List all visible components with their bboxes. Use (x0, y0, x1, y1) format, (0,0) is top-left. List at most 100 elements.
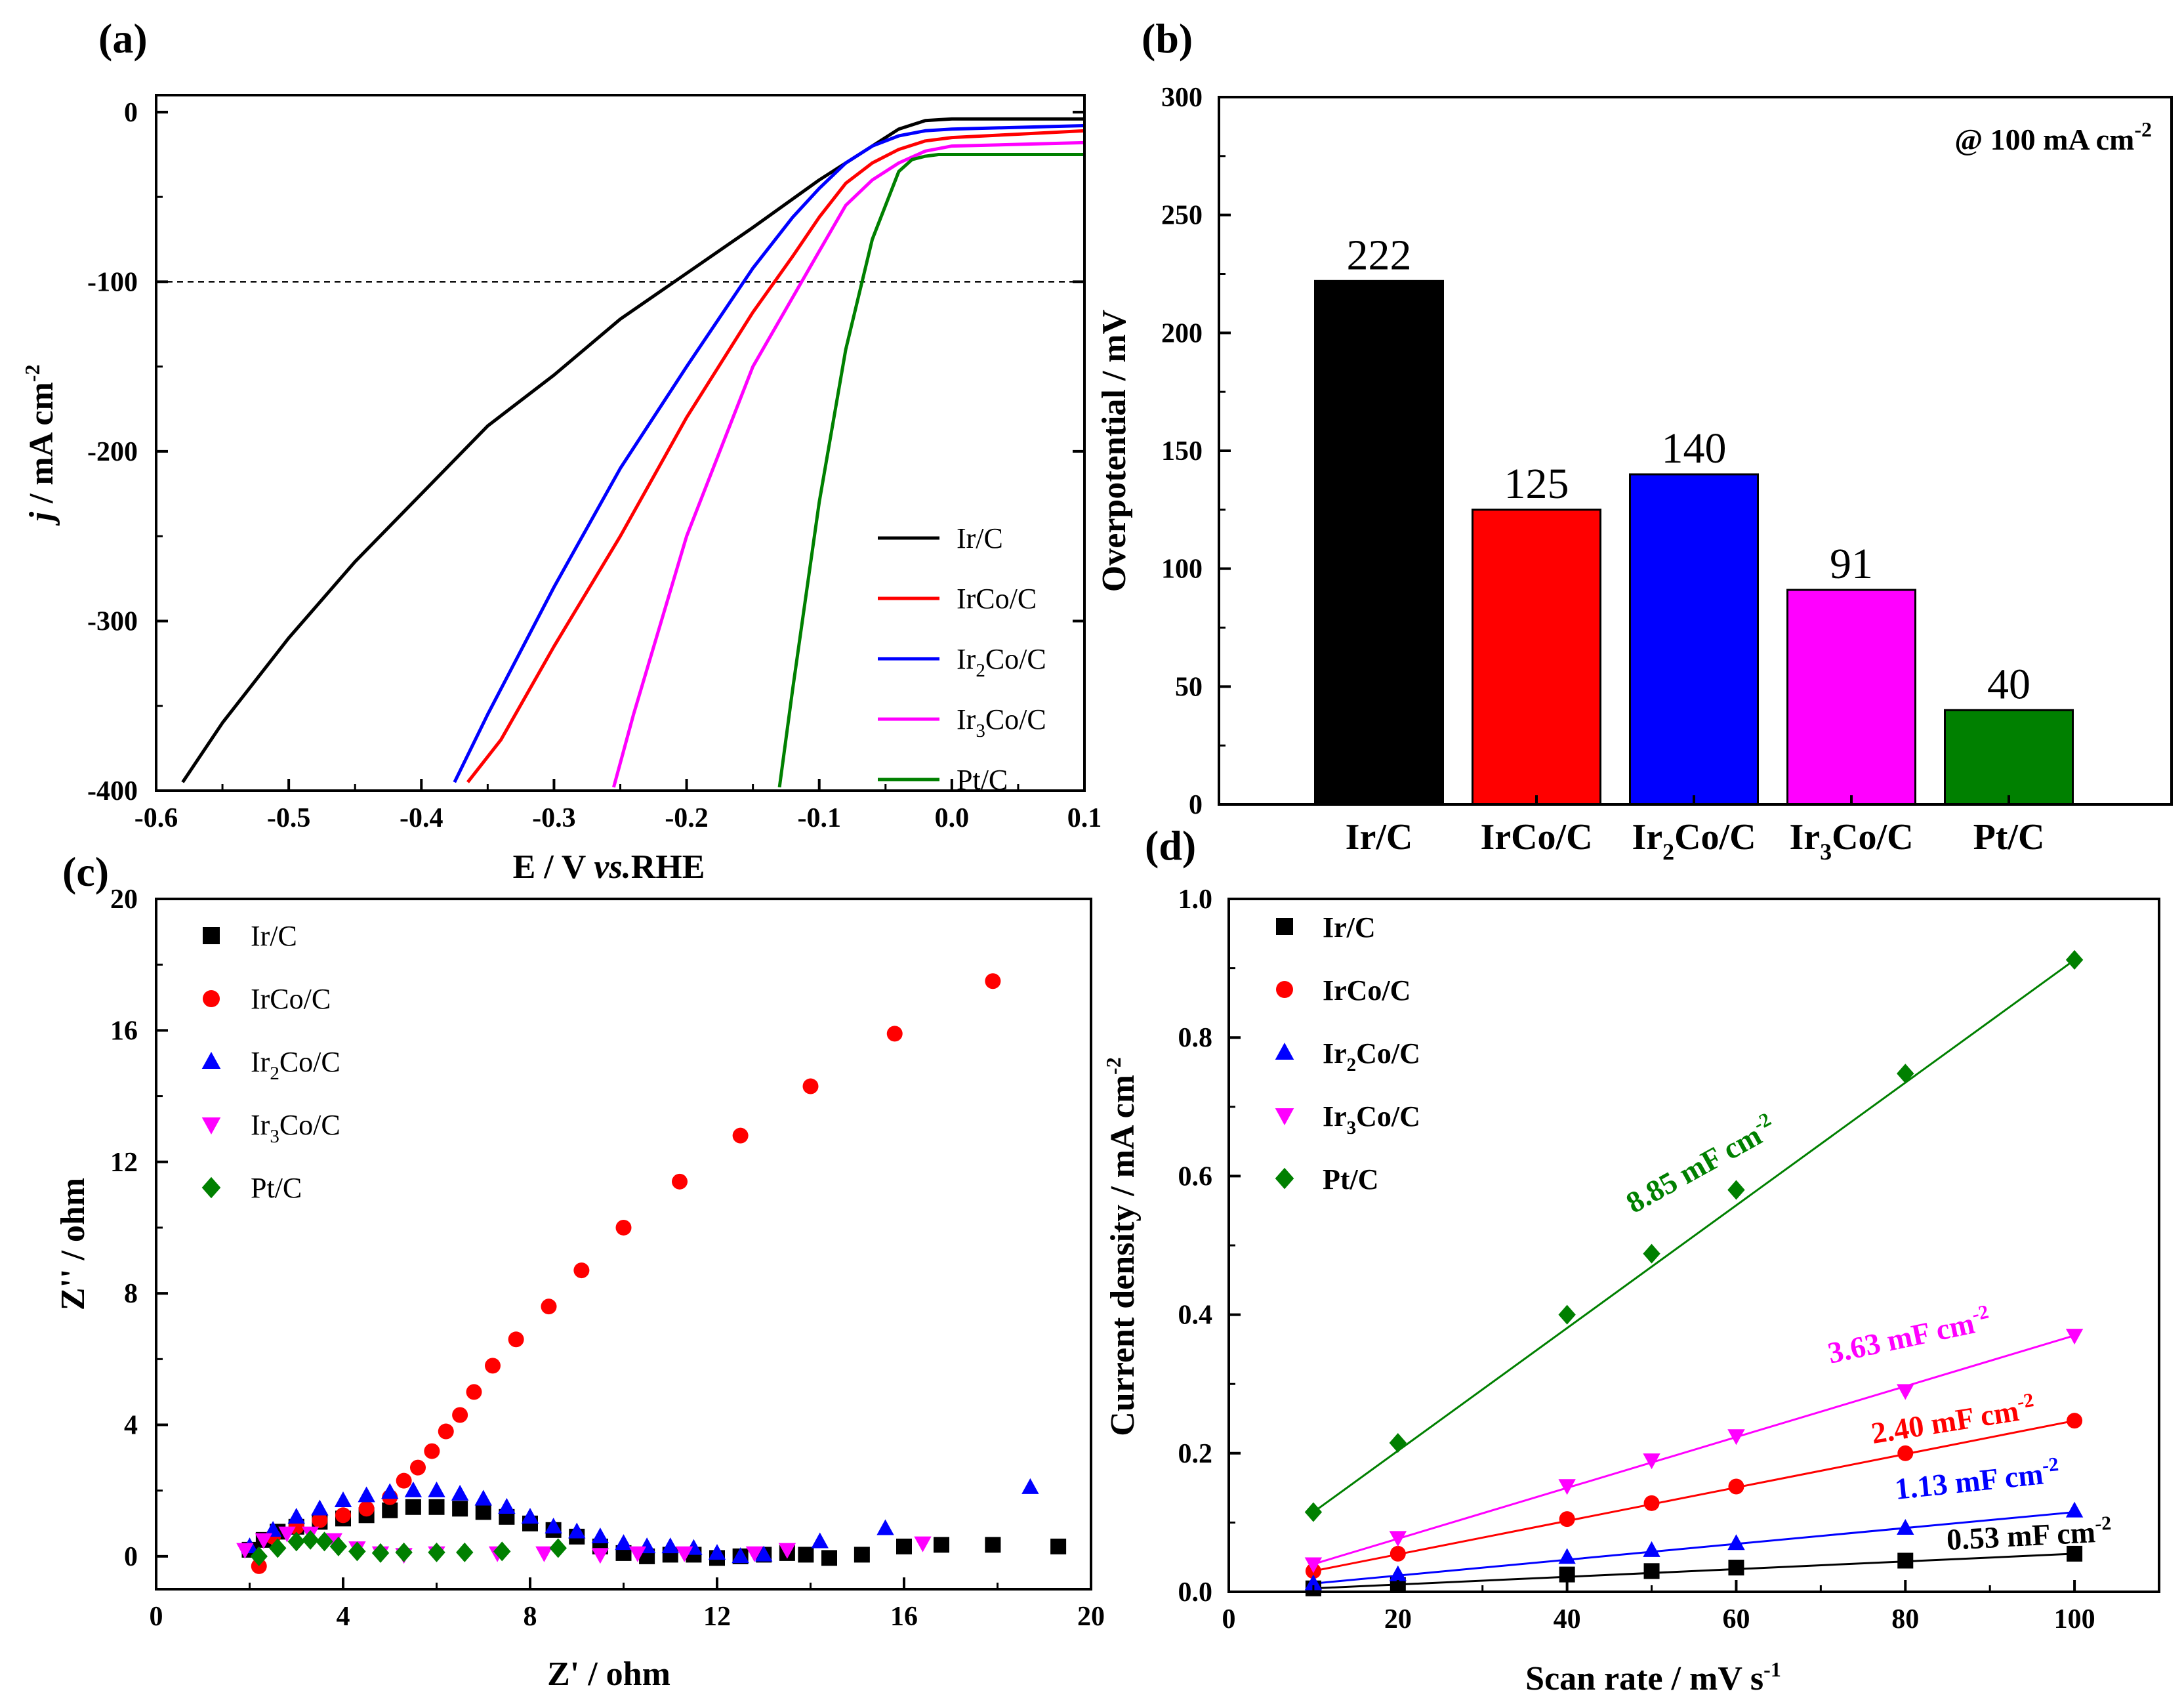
panel-c-y-axis-title: Z'' / ohm (54, 1178, 92, 1310)
data-point-pt-c (1389, 1432, 1407, 1453)
data-point-irco-c (541, 1299, 557, 1315)
fit-line-pt-c (1313, 959, 2075, 1513)
bar-ir3co-c (1786, 589, 1916, 806)
x-tick-label: 0 (1222, 1604, 1236, 1634)
panel-d-label: (d) (1145, 822, 1196, 869)
series-line-ir2co-c (453, 124, 1084, 783)
data-point-irco-c (358, 1501, 375, 1517)
x-tick-label: 16 (890, 1602, 918, 1632)
data-point-ir3co-c (2065, 1329, 2084, 1345)
legend-label-ir-c: Ir/C (251, 920, 297, 952)
data-point-irco-c (466, 1384, 482, 1400)
data-point-irco-c (508, 1331, 524, 1348)
panel-d-y-axis-title: Current density / mA cm-2 (1102, 1057, 1142, 1436)
data-point-ir3co-c (255, 1533, 273, 1549)
data-point-ir2co-c (755, 1545, 773, 1562)
y-tick-label: 0.4 (1178, 1300, 1213, 1331)
y-tick-label: 4 (124, 1411, 138, 1441)
x-tick-label: -0.5 (267, 803, 311, 833)
legend-label-pt-c: Pt/C (957, 764, 1008, 796)
data-point-pt-c (1897, 1064, 1914, 1084)
y-tick-label: 16 (110, 1016, 138, 1046)
series-line-irco-c (466, 129, 1084, 783)
bar-irco-c (1472, 509, 1601, 806)
legend-label-irco-c: IrCo/C (251, 983, 331, 1015)
legend-label-ir3co-c: Ir3Co/C (251, 1109, 340, 1147)
data-point-irco-c (424, 1443, 440, 1459)
data-point-ir2co-c (381, 1483, 399, 1499)
panel-a-x-axis-title: E / V vs.RHE (513, 848, 705, 886)
data-point-pt-c (269, 1538, 287, 1558)
data-point-ir2co-c (1389, 1565, 1407, 1581)
panel-c-x-axis-title: Z' / ohm (547, 1655, 670, 1693)
data-point-irco-c (1897, 1445, 1914, 1461)
bar-value-label-ir3co-c: 91 (1830, 540, 1873, 588)
series-line-ir-c (181, 117, 1084, 783)
y-tick-label: 0.8 (1178, 1023, 1213, 1053)
y-tick-label: 250 (1161, 201, 1203, 231)
legend-label-irco-c: IrCo/C (957, 583, 1037, 615)
slope-label-ir2co-c: 1.13 mF cm-2 (1893, 1453, 2061, 1506)
data-point-ir2co-c (591, 1528, 609, 1544)
data-point-irco-c (732, 1127, 749, 1144)
x-tick-label: -0.3 (532, 803, 576, 833)
y-tick-label: 50 (1175, 672, 1203, 702)
panel-b-label: (b) (1142, 15, 1193, 62)
data-point-pt-c (456, 1542, 474, 1562)
y-tick-label: -300 (87, 606, 138, 636)
data-point-ir2co-c (708, 1544, 726, 1560)
data-point-ir2co-c (474, 1489, 492, 1506)
data-point-ir-c (452, 1501, 468, 1517)
legend-marker-ir2co-c (201, 1052, 221, 1070)
bar-value-label-pt-c: 40 (1987, 660, 2030, 708)
y-tick-label: -400 (87, 776, 138, 806)
data-point-ir-c (985, 1537, 1001, 1553)
data-point-ir-c (428, 1499, 445, 1515)
data-point-irco-c (1559, 1511, 1575, 1528)
data-point-irco-c (438, 1423, 454, 1440)
data-point-pt-c (493, 1541, 511, 1562)
bar-ir2co-c (1629, 473, 1759, 806)
data-point-ir-c (1559, 1566, 1575, 1583)
data-point-ir2co-c (334, 1491, 352, 1507)
data-point-pt-c (549, 1538, 567, 1558)
data-point-ir-c (1643, 1563, 1660, 1579)
data-point-ir2co-c (1558, 1548, 1576, 1564)
data-point-irco-c (886, 1026, 903, 1042)
data-point-ir2co-c (1897, 1519, 1914, 1535)
data-point-ir3co-c (914, 1536, 932, 1552)
series-line-ir3co-c (611, 140, 1084, 788)
data-point-ir-c (475, 1504, 491, 1520)
data-point-irco-c (2067, 1413, 2083, 1429)
y-tick-label: 0 (1189, 790, 1203, 820)
panel-b-y-axis-title: Overpotential / mV (1096, 310, 1133, 592)
data-point-ir2co-c (876, 1519, 894, 1535)
panel-a-y-axis-title: j / mA cm-2 (20, 365, 60, 526)
legend-label-pt-c: Pt/C (251, 1172, 302, 1204)
bar-value-label-ir-c: 222 (1347, 231, 1412, 279)
fit-line-ir3co-c (1313, 1334, 2075, 1566)
data-point-ir2co-c (287, 1507, 305, 1524)
data-point-ir2co-c (498, 1497, 516, 1514)
y-tick-label: 8 (124, 1279, 138, 1309)
data-point-pt-c (301, 1529, 319, 1550)
x-tick-label: 20 (1384, 1604, 1412, 1634)
legend-label-ir2co-c: Ir2Co/C (957, 643, 1046, 681)
data-point-ir3co-c (535, 1546, 553, 1562)
x-tick-label: -0.1 (797, 803, 841, 833)
x-category-label-irco-c: IrCo/C (1480, 817, 1592, 858)
data-point-pt-c (371, 1543, 390, 1563)
data-point-ir2co-c (1021, 1478, 1039, 1494)
data-point-pt-c (329, 1536, 348, 1556)
legend-marker-pt-c (1275, 1167, 1294, 1190)
x-tick-label: 60 (1722, 1604, 1750, 1634)
data-point-ir2co-c (1304, 1574, 1323, 1591)
panel-b-annotation: @ 100 mA cm-2 (1954, 117, 2152, 156)
data-point-irco-c (802, 1078, 819, 1094)
data-point-ir-c (1897, 1552, 1914, 1569)
bar-ir-c (1314, 280, 1444, 806)
data-point-ir2co-c (1727, 1534, 1745, 1550)
panel-c-legend: Ir/C IrCo/C Ir2Co/C Ir3Co/C Pt/C (201, 920, 340, 1204)
x-tick-label: -0.6 (134, 803, 178, 833)
panel-d-x-axis-title: Scan rate / mV s-1 (1525, 1657, 1781, 1697)
